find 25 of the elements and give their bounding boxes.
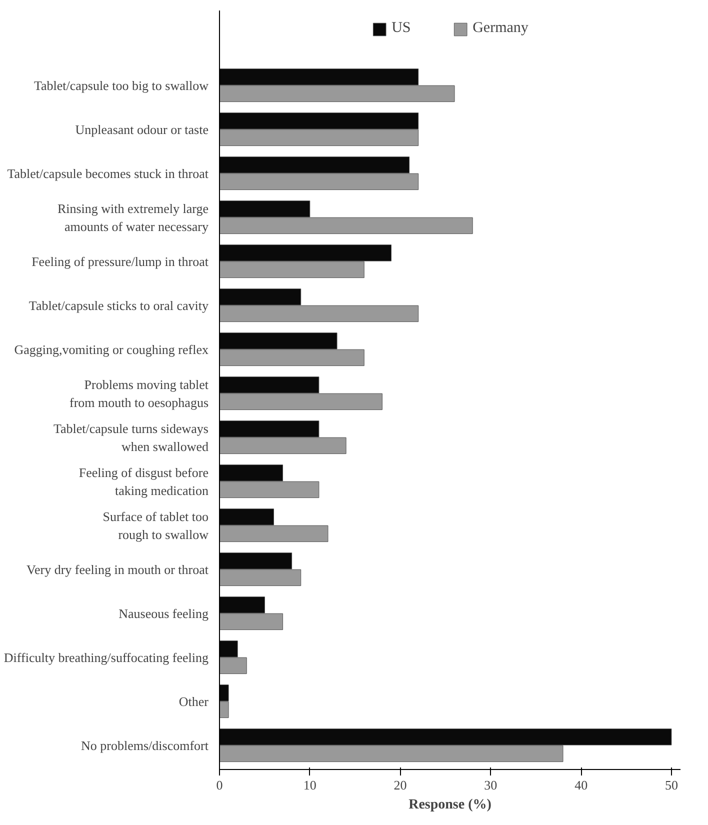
y-tick-label: Tablet/capsule turns sideways when swallowed <box>53 420 209 454</box>
y-tick-label: Unpleasant odour or taste <box>75 122 209 137</box>
y-tick-label: Very dry feeling in mouth or throat <box>26 562 209 577</box>
y-tick-label: Rinsing with extremely large amounts of water necessary <box>57 200 209 234</box>
x-axis-title: Response (%) <box>408 798 492 812</box>
y-tick-label: Feeling of pressure/lump in throat <box>32 254 209 269</box>
y-tick-label: Surface of tablet too rough to swallow <box>102 508 210 542</box>
x-tick-label: 20 <box>394 778 407 792</box>
x-tick-label: 30 <box>484 778 498 792</box>
y-tick-label: Feeling of disgust before taking medication <box>78 464 209 498</box>
y-tick-label: Tablet/capsule sticks to oral cavity <box>28 298 209 313</box>
y-tick-label: Tablet/capsule becomes stuck in throat <box>7 166 209 181</box>
y-tick-label: Other <box>178 694 210 709</box>
y-tick-label: Nauseous feeling <box>118 606 209 621</box>
x-tick-label: 40 <box>574 778 588 792</box>
y-tick-label: Problems moving tablet from mouth to oesophagus <box>69 376 209 410</box>
y-tick-label: Difficulty breathing/suffocating feeling <box>4 650 209 665</box>
y-tick-label: Gagging,vomiting or coughing reflex <box>14 342 209 357</box>
x-tick-label: 50 <box>664 778 678 792</box>
y-tick-label: Tablet/capsule too big to swallow <box>34 78 210 93</box>
x-tick-label: 0 <box>216 778 223 792</box>
legend-label: Germany <box>472 20 528 37</box>
y-tick-label: No problems/discomfort <box>81 738 209 753</box>
x-tick-label: 10 <box>303 778 316 792</box>
legend-label: US <box>392 20 412 37</box>
